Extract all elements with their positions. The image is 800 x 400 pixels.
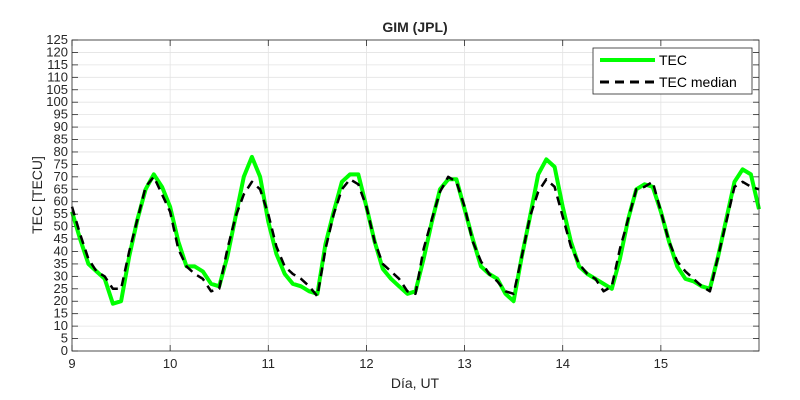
y-tick-label: 70: [54, 169, 68, 184]
x-tick-label: 10: [163, 356, 177, 371]
y-tick-label: 105: [46, 82, 68, 97]
x-tick-label: 15: [654, 356, 668, 371]
y-tick-label: 120: [46, 44, 68, 59]
tec-median-series-line: [70, 175, 760, 298]
y-tick-label: 80: [54, 144, 68, 159]
y-tick-label: 125: [46, 32, 68, 47]
x-tick-label: 12: [359, 356, 373, 371]
y-axis-ticks: 0510152025303540455055606570758085909510…: [46, 32, 759, 358]
y-tick-label: 95: [54, 107, 68, 122]
y-tick-label: 0: [61, 343, 68, 358]
y-tick-label: 85: [54, 132, 68, 147]
y-tick-label: 110: [47, 69, 68, 84]
y-tick-label: 55: [54, 206, 68, 221]
y-axis-label: TEC [TECU]: [29, 156, 45, 234]
x-axis-label: Día, UT: [391, 375, 440, 391]
grid-lines: [71, 39, 759, 352]
y-tick-label: 100: [46, 94, 68, 109]
chart-title: GIM (JPL): [382, 19, 447, 35]
legend-label-tec-median: TEC median: [659, 74, 737, 90]
y-tick-label: 25: [54, 281, 68, 296]
y-tick-label: 35: [54, 256, 68, 271]
legend: TEC TEC median: [592, 47, 753, 95]
legend-box: [592, 47, 753, 95]
x-tick-label: 13: [457, 356, 471, 371]
y-tick-label: 15: [54, 306, 68, 321]
y-tick-label: 45: [54, 231, 68, 246]
y-tick-label: 10: [54, 318, 68, 333]
y-tick-label: 50: [54, 219, 68, 234]
y-tick-label: 75: [54, 156, 68, 171]
x-tick-label: 14: [555, 356, 569, 371]
plot-frame: [71, 39, 760, 352]
y-tick-label: 40: [54, 243, 68, 258]
y-tick-label: 65: [54, 181, 68, 196]
y-tick-label: 30: [54, 268, 68, 283]
legend-label-tec: TEC: [659, 52, 687, 68]
y-tick-label: 90: [54, 119, 68, 134]
x-tick-label: 11: [262, 356, 276, 371]
y-tick-label: 5: [61, 331, 68, 346]
y-tick-label: 115: [47, 57, 68, 72]
data-series: [70, 154, 761, 306]
y-tick-label: 60: [54, 194, 68, 209]
y-tick-label: 20: [54, 293, 68, 308]
x-tick-label: 9: [68, 356, 75, 371]
x-axis-ticks: 9 10 11 12 13 14 15: [68, 40, 668, 371]
